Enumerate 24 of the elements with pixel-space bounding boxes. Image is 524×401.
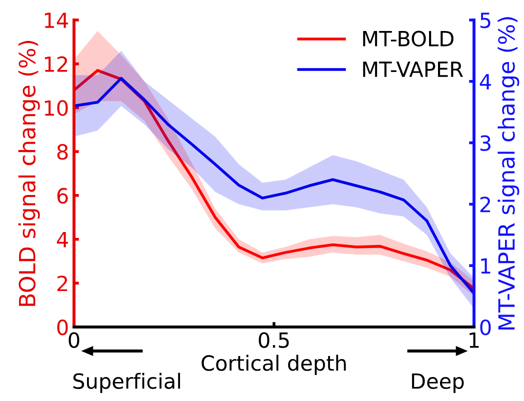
y-tick-label: 0 xyxy=(57,319,68,336)
y-tick-label: 6 xyxy=(57,188,68,204)
y-tick-label: 14 xyxy=(44,12,68,28)
y2-tick-label: 3 xyxy=(480,135,490,152)
y2-tick-label: 4 xyxy=(480,74,491,90)
text: Deep xyxy=(412,373,464,393)
y-tick-label: 2 xyxy=(57,276,68,292)
y2-tick-label: 1 xyxy=(481,258,490,274)
x-tick-label: 0.5 xyxy=(258,332,289,348)
y-axis-title: BOLD signal change (%) xyxy=(18,40,40,306)
y-tick-label: 10 xyxy=(44,100,68,116)
y2-tick-label: 2 xyxy=(480,196,490,212)
y2-axis-title: MT-VAPER signal change (%) xyxy=(498,17,520,330)
x-tick-label: 1 xyxy=(470,332,479,348)
legend-label: MT-VAPER xyxy=(363,62,463,77)
x-tick-label: 0 xyxy=(68,332,80,348)
y2-tick-label: 5 xyxy=(480,12,490,28)
y2-tick-label: 0 xyxy=(480,319,491,336)
legend-label: MT-BOLD xyxy=(363,30,454,47)
text: Superficial xyxy=(73,372,180,393)
y-tick-label: 8 xyxy=(57,144,68,160)
y-tick-label: 4 xyxy=(56,232,68,248)
y-tick-label: 12 xyxy=(44,56,68,72)
x-axis-title: Cortical depth xyxy=(202,354,346,375)
